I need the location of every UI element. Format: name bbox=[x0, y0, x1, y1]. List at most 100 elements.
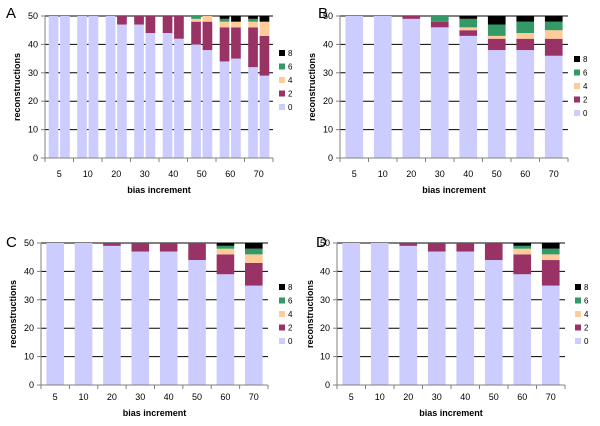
y-tick-label: 30 bbox=[24, 295, 34, 305]
bar-segment-0 bbox=[117, 24, 127, 158]
bar-segment-2 bbox=[134, 16, 144, 25]
bar-segment-6 bbox=[245, 248, 263, 255]
bar-segment-2 bbox=[544, 38, 563, 56]
x-tick-label: 20 bbox=[107, 392, 117, 402]
legend-swatch-8 bbox=[574, 56, 580, 62]
bar-segment-6 bbox=[219, 18, 230, 22]
legend-swatch-6 bbox=[279, 297, 285, 304]
bar-segment-0 bbox=[430, 27, 449, 158]
x-tick-label: 40 bbox=[164, 392, 174, 402]
bar-segment-2 bbox=[202, 21, 213, 51]
x-axis-title: bias increment bbox=[123, 408, 187, 418]
bar-segment-4 bbox=[219, 21, 230, 28]
legend-swatch-6 bbox=[279, 63, 285, 70]
x-tick-label: 30 bbox=[432, 392, 442, 402]
bar-segment-0 bbox=[513, 274, 532, 385]
y-tick-label: 20 bbox=[323, 96, 333, 106]
bar-segment-0 bbox=[345, 16, 364, 158]
bar-segment-0 bbox=[216, 274, 235, 385]
y-tick-label: 40 bbox=[323, 39, 333, 49]
x-tick-label: 10 bbox=[375, 392, 385, 402]
bar-segment-4 bbox=[245, 254, 263, 263]
bar-segment-2 bbox=[248, 27, 258, 68]
x-tick-label: 5 bbox=[352, 169, 357, 179]
legend-label-6: 6 bbox=[288, 63, 293, 72]
x-tick-label: 70 bbox=[546, 392, 556, 402]
bar-segment-6 bbox=[541, 248, 560, 255]
bar-segment-0 bbox=[219, 61, 230, 158]
bar-segment-0 bbox=[427, 251, 446, 385]
bar-segment-2 bbox=[487, 38, 506, 51]
x-axis-title: bias increment bbox=[422, 185, 486, 195]
x-tick-label: 20 bbox=[406, 169, 416, 179]
bar-segment-0 bbox=[60, 16, 70, 158]
y-tick-label: 0 bbox=[33, 153, 38, 163]
x-tick-label: 60 bbox=[225, 169, 235, 179]
bar-segment-0 bbox=[459, 35, 478, 158]
y-tick-label: 10 bbox=[28, 125, 38, 135]
x-tick-label: 20 bbox=[111, 169, 121, 179]
legend-swatch-4 bbox=[575, 311, 581, 317]
bar-segment-4 bbox=[231, 21, 241, 28]
x-tick-label: 5 bbox=[53, 392, 58, 402]
bar-segment-0 bbox=[373, 16, 392, 158]
bar-segment-0 bbox=[134, 24, 144, 158]
legend: 8 6 4 2 0 bbox=[279, 283, 293, 346]
legend-label-0: 0 bbox=[583, 109, 588, 118]
bar-segment-0 bbox=[202, 50, 213, 158]
bar-segment-0 bbox=[74, 243, 93, 385]
legend-label-8: 8 bbox=[288, 283, 293, 292]
bar-segment-8 bbox=[516, 16, 535, 22]
legend-swatch-6 bbox=[574, 69, 580, 76]
y-tick-label: 40 bbox=[28, 39, 38, 49]
y-tick-label: 10 bbox=[24, 352, 34, 362]
bar-segment-0 bbox=[456, 251, 475, 385]
x-tick-label: 40 bbox=[463, 169, 473, 179]
x-tick-label: 50 bbox=[492, 169, 502, 179]
y-tick-label: 20 bbox=[28, 96, 38, 106]
y-tick-label: 0 bbox=[328, 153, 333, 163]
y-tick-label: 10 bbox=[323, 125, 333, 135]
bar-segment-2 bbox=[513, 254, 532, 275]
bar-segment-4 bbox=[216, 248, 235, 255]
bar-segment-2 bbox=[219, 27, 230, 62]
x-tick-label: 5 bbox=[349, 392, 354, 402]
legend-swatch-8 bbox=[279, 284, 285, 290]
y-tick-label: 40 bbox=[24, 266, 34, 276]
bar-segment-6 bbox=[191, 16, 201, 19]
bar-segment-8 bbox=[231, 16, 241, 22]
bar-segment-8 bbox=[513, 243, 532, 246]
bar-segment-8 bbox=[248, 16, 258, 19]
x-tick-label: 40 bbox=[460, 392, 470, 402]
y-axis-title: reconstructions bbox=[307, 53, 317, 121]
y-axis-title: reconstructions bbox=[8, 280, 18, 348]
bar-segment-0 bbox=[131, 251, 150, 385]
y-tick-label: 10 bbox=[320, 352, 330, 362]
legend-label-4: 4 bbox=[288, 310, 293, 319]
bar-segment-8 bbox=[219, 16, 230, 19]
bar-segment-2 bbox=[159, 243, 178, 252]
bar-segment-8 bbox=[541, 243, 560, 249]
x-tick-label: 30 bbox=[140, 169, 150, 179]
bar-segment-0 bbox=[77, 16, 87, 158]
y-tick-label: 50 bbox=[24, 238, 34, 248]
bar-segment-4 bbox=[459, 27, 478, 31]
bar-segment-0 bbox=[245, 285, 263, 385]
x-tick-label: 60 bbox=[220, 392, 230, 402]
bar-segment-2 bbox=[259, 35, 270, 76]
bar-segment-6 bbox=[516, 21, 535, 34]
legend-label-6: 6 bbox=[584, 297, 589, 306]
bar-segment-0 bbox=[46, 243, 64, 385]
x-tick-label: 60 bbox=[520, 169, 530, 179]
panel-letter: C bbox=[6, 234, 17, 251]
bar-segment-4 bbox=[544, 30, 563, 39]
bar-segment-4 bbox=[513, 248, 532, 255]
bar-segment-2 bbox=[427, 243, 446, 252]
bar-segment-2 bbox=[117, 16, 127, 25]
legend-label-6: 6 bbox=[288, 297, 293, 306]
bar-segment-6 bbox=[513, 245, 532, 249]
bar-segment-4 bbox=[487, 35, 506, 39]
